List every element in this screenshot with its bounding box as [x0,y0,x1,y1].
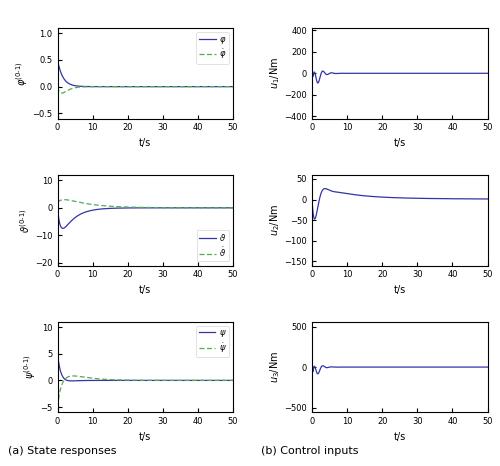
Y-axis label: $\psi^{(0\text{-}1)}$: $\psi^{(0\text{-}1)}$ [22,355,38,379]
Y-axis label: $u_2$/Nm: $u_2$/Nm [268,204,281,236]
Y-axis label: $u_1$/Nm: $u_1$/Nm [268,57,281,89]
X-axis label: t/s: t/s [394,432,406,442]
Legend: $\varphi$, $\dot{\varphi}$: $\varphi$, $\dot{\varphi}$ [196,32,229,64]
X-axis label: t/s: t/s [394,138,406,148]
Y-axis label: $\vartheta^{(0\text{-}1)}$: $\vartheta^{(0\text{-}1)}$ [18,208,32,233]
Y-axis label: $u_3$/Nm: $u_3$/Nm [268,351,281,383]
Text: (a) State responses: (a) State responses [8,446,117,456]
X-axis label: t/s: t/s [139,285,151,295]
Legend: $\psi$, $\dot{\psi}$: $\psi$, $\dot{\psi}$ [196,326,229,357]
X-axis label: t/s: t/s [139,138,151,148]
Text: (b) Control inputs: (b) Control inputs [261,446,359,456]
X-axis label: t/s: t/s [139,432,151,442]
Y-axis label: $\varphi^{(0\text{-}1)}$: $\varphi^{(0\text{-}1)}$ [14,61,30,86]
X-axis label: t/s: t/s [394,285,406,295]
Legend: $\vartheta$, $\dot{\vartheta}$: $\vartheta$, $\dot{\vartheta}$ [197,230,229,261]
